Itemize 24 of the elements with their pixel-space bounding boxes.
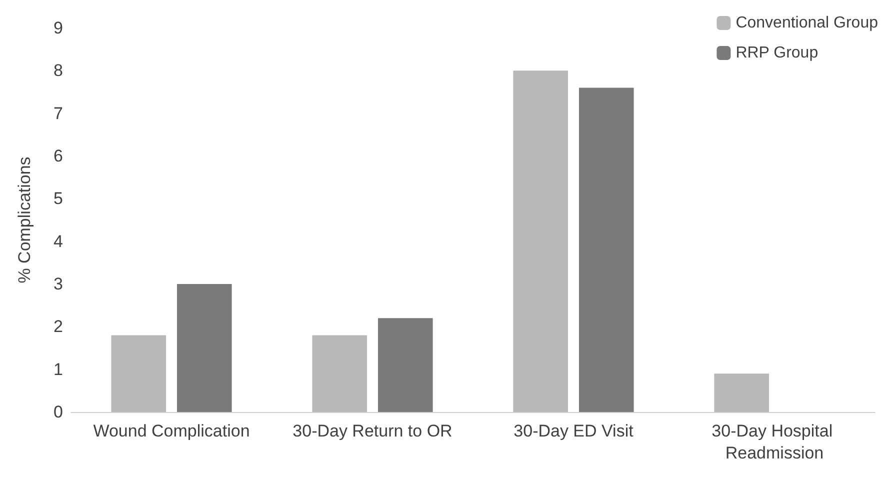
bar (312, 335, 368, 412)
y-tick-label: 2 (54, 317, 63, 336)
y-tick-label: 8 (54, 61, 63, 80)
y-tick-label: 1 (54, 360, 63, 379)
legend-label: Conventional Group (736, 14, 878, 32)
bar (176, 284, 232, 412)
bar (578, 88, 634, 412)
bar (714, 374, 770, 412)
y-tick-label: 6 (54, 146, 63, 166)
y-tick-label: 3 (54, 274, 63, 294)
bar (513, 70, 568, 412)
y-axis-title: % Complications (15, 156, 34, 284)
x-tick-label: 30-Day Hospital Readmission (712, 422, 838, 462)
y-tick-label: 0 (54, 402, 63, 422)
y-tick-label: 5 (54, 189, 63, 208)
x-tick-label: 30-Day ED Visit (514, 422, 634, 440)
bar (111, 335, 166, 412)
x-tick-label: Wound Complication (93, 422, 250, 440)
y-tick-label: 7 (54, 104, 63, 123)
x-tick-label: 30-Day Return to OR (292, 422, 452, 440)
legend-label: RRP Group (736, 44, 818, 62)
y-tick-label: 9 (54, 18, 63, 38)
bar (378, 318, 433, 412)
y-tick-label: 4 (54, 232, 63, 251)
